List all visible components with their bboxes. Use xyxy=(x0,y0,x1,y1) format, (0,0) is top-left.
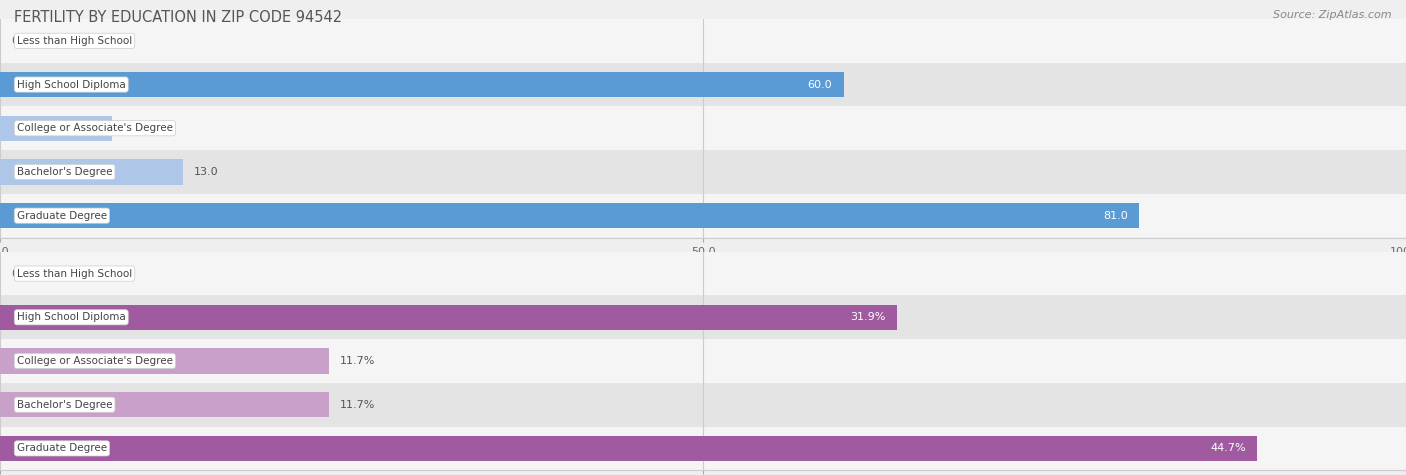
Bar xyxy=(0,150,1406,194)
Text: Less than High School: Less than High School xyxy=(17,36,132,46)
Text: 0.0%: 0.0% xyxy=(11,268,39,279)
Text: Bachelor's Degree: Bachelor's Degree xyxy=(17,167,112,177)
Text: FERTILITY BY EDUCATION IN ZIP CODE 94542: FERTILITY BY EDUCATION IN ZIP CODE 94542 xyxy=(14,10,342,25)
Bar xyxy=(0,106,1406,150)
Bar xyxy=(0,159,183,185)
Text: Source: ZipAtlas.com: Source: ZipAtlas.com xyxy=(1274,10,1392,19)
Bar xyxy=(0,63,1406,106)
Bar xyxy=(0,348,329,374)
Bar xyxy=(0,339,1406,383)
Bar xyxy=(0,252,1406,295)
Bar xyxy=(0,295,1406,339)
Text: 8.0: 8.0 xyxy=(124,123,142,133)
Bar xyxy=(0,383,1406,427)
Bar xyxy=(0,304,897,330)
Text: College or Associate's Degree: College or Associate's Degree xyxy=(17,356,173,366)
Text: High School Diploma: High School Diploma xyxy=(17,79,125,90)
Bar xyxy=(0,436,1257,461)
Text: Graduate Degree: Graduate Degree xyxy=(17,443,107,454)
Text: 44.7%: 44.7% xyxy=(1211,443,1246,454)
Text: Bachelor's Degree: Bachelor's Degree xyxy=(17,399,112,410)
Bar xyxy=(0,203,1139,228)
Text: College or Associate's Degree: College or Associate's Degree xyxy=(17,123,173,133)
Bar xyxy=(0,392,329,418)
Text: High School Diploma: High School Diploma xyxy=(17,312,125,323)
Bar xyxy=(0,19,1406,63)
Bar xyxy=(0,115,112,141)
Bar xyxy=(0,427,1406,470)
Bar xyxy=(0,72,844,97)
Text: Graduate Degree: Graduate Degree xyxy=(17,210,107,221)
Text: Less than High School: Less than High School xyxy=(17,268,132,279)
Text: 0.0: 0.0 xyxy=(11,36,30,46)
Text: 60.0: 60.0 xyxy=(807,79,832,90)
Text: 31.9%: 31.9% xyxy=(851,312,886,323)
Text: 13.0: 13.0 xyxy=(194,167,219,177)
Bar xyxy=(0,194,1406,238)
Text: 11.7%: 11.7% xyxy=(340,399,375,410)
Text: 81.0: 81.0 xyxy=(1102,210,1128,221)
Text: 11.7%: 11.7% xyxy=(340,356,375,366)
